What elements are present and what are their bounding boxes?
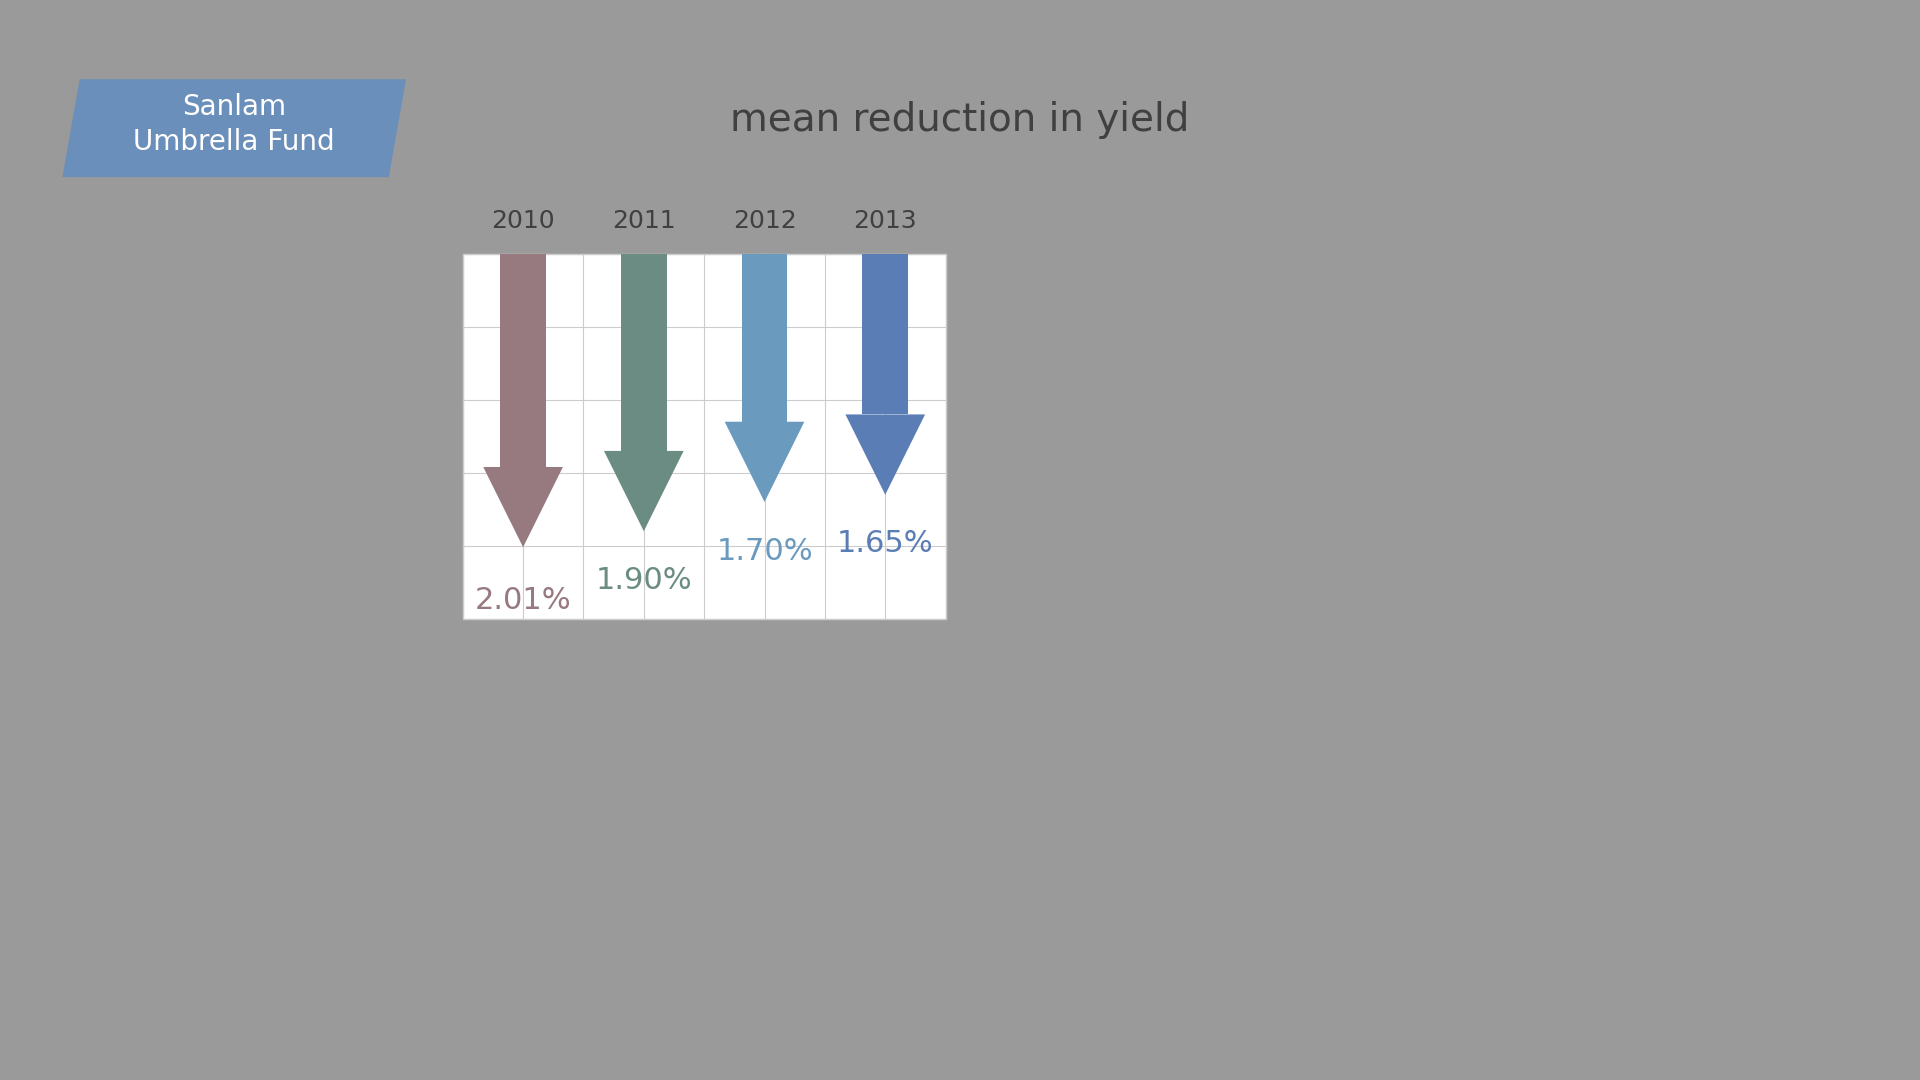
- Polygon shape: [845, 415, 925, 495]
- Text: mean reduction in yield: mean reduction in yield: [730, 100, 1190, 138]
- Bar: [741, 254, 787, 421]
- Text: 2012: 2012: [733, 208, 797, 233]
- Text: 2013: 2013: [852, 208, 918, 233]
- Text: 2010: 2010: [492, 208, 555, 233]
- Bar: [499, 254, 545, 467]
- FancyBboxPatch shape: [463, 254, 945, 619]
- Text: 1.70%: 1.70%: [716, 537, 812, 566]
- Text: 2.01%: 2.01%: [474, 585, 572, 615]
- Text: 1.90%: 1.90%: [595, 566, 691, 595]
- Polygon shape: [484, 467, 563, 548]
- Polygon shape: [724, 421, 804, 502]
- Bar: [620, 254, 666, 451]
- Text: 1.65%: 1.65%: [837, 529, 933, 558]
- Text: Sanlam
Umbrella Fund: Sanlam Umbrella Fund: [132, 93, 336, 156]
- Text: 2011: 2011: [612, 208, 676, 233]
- Bar: [862, 254, 908, 415]
- Polygon shape: [605, 451, 684, 531]
- Polygon shape: [61, 79, 405, 177]
